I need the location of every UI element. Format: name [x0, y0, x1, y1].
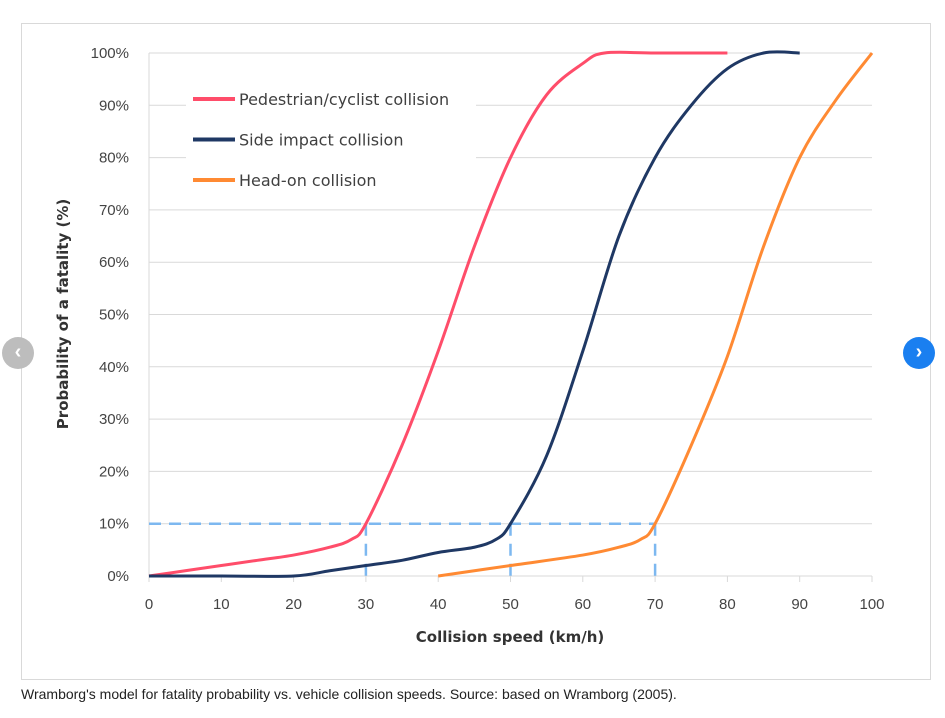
x-axis-title: Collision speed (km/h) [416, 628, 604, 646]
y-tick-label: 40% [99, 359, 129, 376]
x-tick-label: 20 [285, 596, 302, 613]
x-tick-label: 40 [430, 596, 447, 613]
series-line [437, 52, 874, 578]
y-tick-label: 70% [99, 202, 129, 219]
figure-caption: Wramborg's model for fatality probabilit… [21, 686, 677, 702]
y-tick-label: 60% [99, 254, 129, 271]
y-tick-label: 50% [99, 307, 129, 324]
y-tick-label: 30% [99, 411, 129, 428]
y-tick-label: 10% [99, 516, 129, 533]
x-tick-label: 60 [574, 596, 591, 613]
legend-label: Head-on collision [239, 171, 377, 190]
x-tick-label: 0 [145, 596, 153, 613]
x-tick-label: 50 [502, 596, 519, 613]
y-axis-title: Probability of a fatality (%) [54, 199, 72, 429]
x-tick-label: 70 [647, 596, 664, 613]
y-tick-label: 0% [107, 568, 129, 585]
series-line [148, 50, 728, 578]
series-line [149, 50, 800, 578]
y-tick-label: 90% [99, 97, 129, 114]
x-tick-label: 10 [213, 596, 230, 613]
x-tick-label: 80 [719, 596, 736, 613]
carousel-prev-button[interactable]: ‹ [2, 337, 34, 369]
chevron-right-icon: › [915, 341, 923, 363]
x-tick-label: 100 [859, 596, 884, 613]
legend-label: Pedestrian/cyclist collision [239, 90, 449, 109]
x-tick-label: 30 [358, 596, 375, 613]
chevron-left-icon: ‹ [14, 341, 22, 363]
y-tick-label: 100% [91, 45, 129, 62]
y-tick-label: 80% [99, 150, 129, 167]
legend-label: Side impact collision [239, 131, 403, 150]
carousel-next-button[interactable]: › [903, 337, 935, 369]
x-tick-label: 90 [791, 596, 808, 613]
y-tick-label: 20% [99, 463, 129, 480]
